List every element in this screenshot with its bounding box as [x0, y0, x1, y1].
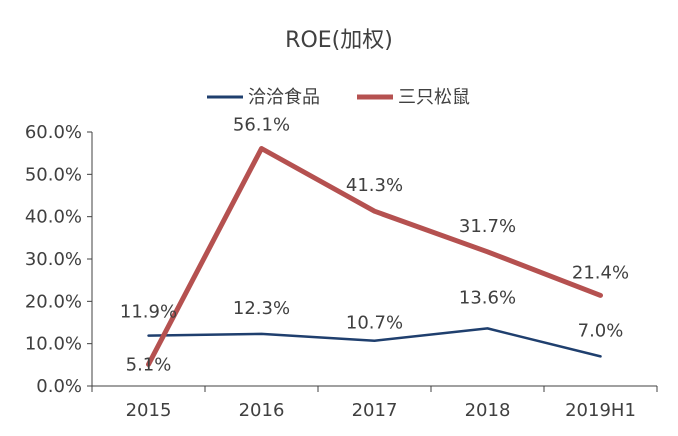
- x-tick-label: 2016: [239, 400, 285, 421]
- y-tick-label: 0.0%: [36, 376, 82, 397]
- data-label-qiaqia: 7.0%: [578, 320, 624, 341]
- data-label-qiaqia: 10.7%: [346, 313, 403, 334]
- series-line-qiaqia: [147, 327, 602, 358]
- data-label-sanzhisongshu: 31.7%: [459, 216, 516, 237]
- x-tick-label: 2015: [126, 400, 172, 421]
- legend-label-qiaqia: 洽洽食品: [248, 87, 320, 108]
- y-tick-label: 50.0%: [25, 164, 82, 185]
- data-label-qiaqia: 13.6%: [459, 287, 516, 308]
- chart-title: ROE(加权): [285, 28, 393, 53]
- series-lines: [146, 146, 603, 367]
- data-label-qiaqia: 11.9%: [120, 302, 177, 323]
- data-label-sanzhisongshu: 41.3%: [346, 175, 403, 196]
- data-label-sanzhisongshu: 21.4%: [572, 262, 629, 283]
- x-tick-label: 2018: [465, 400, 511, 421]
- y-tick-label: 40.0%: [25, 207, 82, 228]
- x-tick-label: 2019H1: [565, 400, 636, 421]
- y-tick-label: 30.0%: [25, 249, 82, 270]
- data-label-qiaqia: 12.3%: [233, 298, 290, 319]
- legend-label-sanzhisongshu: 三只松鼠: [398, 87, 470, 108]
- legend: 洽洽食品 三只松鼠: [207, 87, 470, 108]
- x-axis-ticks: 2015 2016 2017 2018 2019H1: [91, 386, 658, 421]
- y-tick-label: 60.0%: [25, 122, 82, 143]
- series-line-sanzhisongshu: [146, 146, 603, 367]
- data-labels: 11.9% 12.3% 10.7% 13.6% 7.0% 5.1% 56.1% 41.3% 31…: [120, 115, 629, 376]
- y-tick-label: 20.0%: [25, 291, 82, 312]
- y-tick-label: 10.0%: [25, 334, 82, 355]
- x-tick-label: 2017: [352, 400, 398, 421]
- data-label-sanzhisongshu: 5.1%: [126, 354, 172, 375]
- y-axis-ticks: 0.0% 10.0% 20.0% 30.0% 40.0% 50.0% 60.0%: [25, 122, 92, 397]
- data-label-sanzhisongshu: 56.1%: [233, 115, 290, 136]
